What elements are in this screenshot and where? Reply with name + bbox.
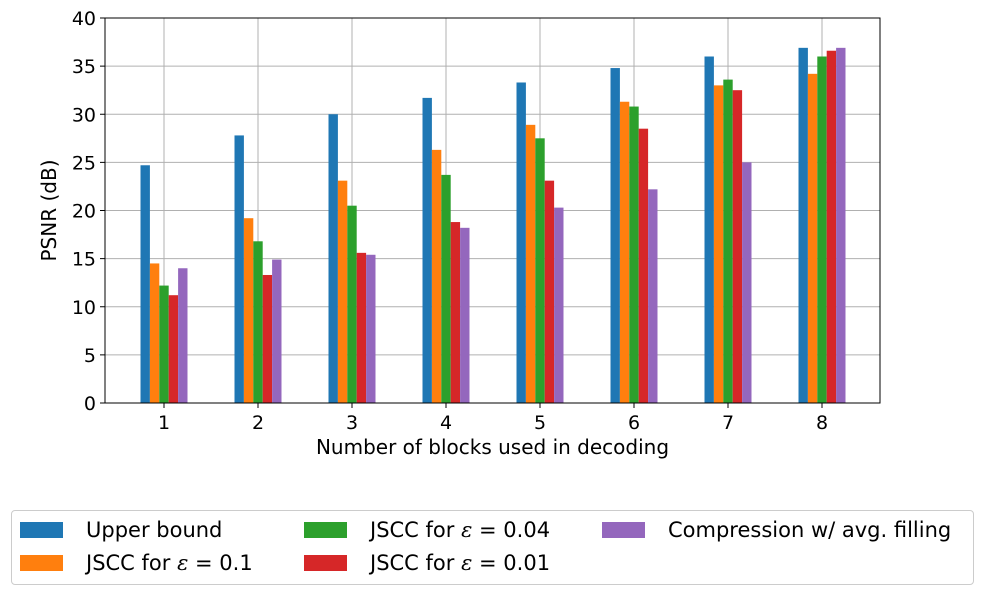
legend: Upper bound JSCC for ε = 0.1 JSCC for ε … xyxy=(11,510,974,585)
x-tick-label: 2 xyxy=(252,412,264,434)
legend-label: JSCC for ε = 0.01 xyxy=(370,551,551,575)
bar xyxy=(337,180,348,403)
legend-swatch xyxy=(20,555,63,571)
bar xyxy=(178,268,188,403)
bar xyxy=(516,82,526,404)
bar xyxy=(149,263,160,403)
bar xyxy=(431,149,442,403)
y-tick-label: 40 xyxy=(72,8,96,30)
x-tick-label: 1 xyxy=(158,412,170,434)
bar xyxy=(243,218,254,403)
legend-item-upper-bound: Upper bound xyxy=(20,518,222,542)
bar xyxy=(807,73,818,403)
x-tick-label: 7 xyxy=(722,412,734,434)
bar xyxy=(347,205,357,403)
y-tick-label: 35 xyxy=(72,56,96,78)
bar xyxy=(234,135,244,404)
bar xyxy=(366,254,376,403)
legend-swatch xyxy=(304,555,347,571)
legend-item-jscc-0-04: JSCC for ε = 0.04 xyxy=(304,518,550,542)
legend-swatch xyxy=(602,522,645,538)
legend-item-jscc-0-1: JSCC for ε = 0.1 xyxy=(20,551,253,575)
psnr-bar-chart: 0 5 10 15 20 25 30 35 40 1 2 3 4 5 6 7 8 Number of block… xyxy=(37,8,881,459)
bar xyxy=(272,259,282,403)
bar xyxy=(159,285,169,403)
bar xyxy=(817,56,827,403)
y-axis-label: PSNR (dB) xyxy=(37,160,61,262)
bar xyxy=(525,124,536,404)
bars xyxy=(140,47,846,404)
x-tick-label: 3 xyxy=(346,412,358,434)
legend-swatch xyxy=(20,522,63,538)
gridlines xyxy=(105,17,880,404)
legend-label: Compression w/ avg. filling xyxy=(668,518,952,542)
y-tick-label: 10 xyxy=(72,297,96,319)
x-tick-label: 4 xyxy=(440,412,452,434)
y-tick-label: 20 xyxy=(72,201,96,223)
bar xyxy=(798,47,808,404)
legend-label: Upper bound xyxy=(86,518,223,542)
bar xyxy=(742,162,752,403)
y-tick-label: 15 xyxy=(72,249,96,271)
bar xyxy=(648,189,658,403)
legend-item-compression: Compression w/ avg. filling xyxy=(602,518,951,542)
legend-label: JSCC for ε = 0.1 xyxy=(86,551,253,575)
x-tick-label: 8 xyxy=(816,412,828,434)
x-tick-label: 6 xyxy=(628,412,640,434)
bar xyxy=(732,90,743,403)
legend-item-jscc-0-01: JSCC for ε = 0.01 xyxy=(304,551,550,575)
bar xyxy=(619,101,630,404)
bar xyxy=(638,128,649,403)
bar xyxy=(422,97,432,403)
y-tick-label: 0 xyxy=(84,393,96,415)
bar xyxy=(629,106,639,404)
bar xyxy=(441,174,451,403)
bar xyxy=(723,79,733,403)
bar xyxy=(610,68,620,404)
x-tick-label: 5 xyxy=(534,412,546,434)
bar xyxy=(140,165,150,403)
y-tick-label: 30 xyxy=(72,104,96,126)
bar xyxy=(544,180,555,403)
y-tick-label: 5 xyxy=(84,345,96,367)
bar xyxy=(168,295,179,403)
legend-swatch xyxy=(304,522,347,538)
bar xyxy=(554,207,564,403)
bar xyxy=(328,114,338,403)
bar xyxy=(253,241,263,403)
ticks: 0 5 10 15 20 25 30 35 40 1 2 3 4 5 6 7 8 xyxy=(72,8,828,434)
bar xyxy=(826,50,837,403)
bar xyxy=(713,85,724,403)
bar xyxy=(262,274,273,403)
x-axis-label: Number of blocks used in decoding xyxy=(316,435,669,459)
bar xyxy=(704,56,714,403)
bar xyxy=(535,138,545,403)
bar xyxy=(356,252,367,403)
legend-label: JSCC for ε = 0.04 xyxy=(370,518,551,542)
bar xyxy=(460,227,470,403)
y-tick-label: 25 xyxy=(72,152,96,174)
bar xyxy=(450,222,461,403)
bar xyxy=(836,47,846,404)
